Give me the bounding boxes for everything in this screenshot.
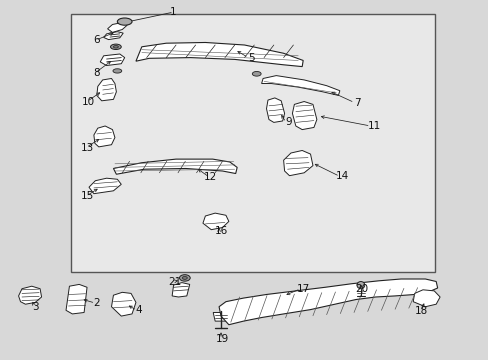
Polygon shape bbox=[94, 126, 115, 147]
Polygon shape bbox=[219, 279, 437, 325]
Text: 3: 3 bbox=[32, 302, 39, 312]
Text: 21: 21 bbox=[168, 276, 182, 287]
Ellipse shape bbox=[182, 276, 187, 279]
Text: 6: 6 bbox=[93, 35, 100, 45]
Bar bbox=[71, 14, 434, 272]
Polygon shape bbox=[292, 102, 316, 130]
Polygon shape bbox=[283, 150, 312, 176]
Ellipse shape bbox=[179, 275, 190, 281]
Text: 10: 10 bbox=[81, 96, 94, 107]
Polygon shape bbox=[412, 290, 439, 307]
Polygon shape bbox=[261, 76, 339, 95]
Polygon shape bbox=[19, 286, 41, 304]
Polygon shape bbox=[111, 292, 136, 316]
Text: 12: 12 bbox=[203, 172, 217, 182]
Ellipse shape bbox=[113, 46, 118, 48]
Text: 17: 17 bbox=[296, 284, 309, 294]
Ellipse shape bbox=[356, 282, 364, 289]
Polygon shape bbox=[113, 159, 237, 174]
Ellipse shape bbox=[117, 18, 132, 25]
Text: 4: 4 bbox=[135, 305, 142, 315]
Text: 15: 15 bbox=[80, 191, 94, 201]
Text: 2: 2 bbox=[93, 298, 100, 308]
Text: 20: 20 bbox=[355, 284, 367, 294]
Text: 8: 8 bbox=[93, 68, 100, 78]
Polygon shape bbox=[213, 312, 228, 321]
Text: 16: 16 bbox=[214, 226, 227, 236]
Text: 5: 5 bbox=[248, 53, 255, 63]
Polygon shape bbox=[100, 54, 124, 66]
Polygon shape bbox=[97, 78, 116, 101]
Polygon shape bbox=[266, 98, 284, 122]
Text: 13: 13 bbox=[80, 143, 94, 153]
Text: 18: 18 bbox=[414, 306, 427, 316]
Text: 19: 19 bbox=[215, 334, 229, 344]
Polygon shape bbox=[103, 32, 123, 40]
Text: 11: 11 bbox=[366, 121, 380, 131]
Text: 7: 7 bbox=[353, 98, 360, 108]
Ellipse shape bbox=[113, 69, 122, 73]
Ellipse shape bbox=[110, 44, 121, 49]
Polygon shape bbox=[107, 22, 127, 32]
Polygon shape bbox=[172, 283, 189, 297]
Ellipse shape bbox=[252, 72, 261, 76]
Polygon shape bbox=[89, 178, 121, 194]
Polygon shape bbox=[203, 213, 228, 230]
Text: 14: 14 bbox=[335, 171, 348, 181]
Polygon shape bbox=[136, 42, 303, 67]
Polygon shape bbox=[66, 284, 87, 314]
Text: 1: 1 bbox=[170, 6, 177, 17]
Text: 9: 9 bbox=[285, 117, 291, 127]
